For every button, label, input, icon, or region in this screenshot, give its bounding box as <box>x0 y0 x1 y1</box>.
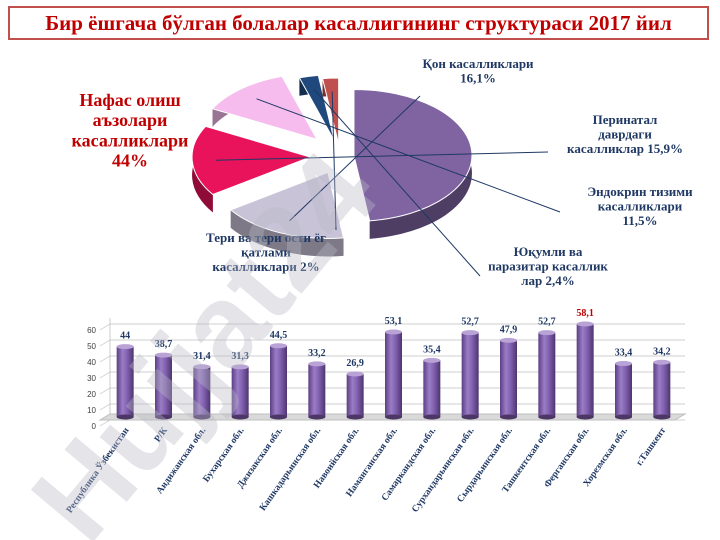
bar-gridline-diag <box>99 371 111 379</box>
bar <box>155 355 172 417</box>
bar-gridline-diag <box>99 403 111 411</box>
bar-top <box>500 337 517 343</box>
y-tick-label: 60 <box>87 326 96 335</box>
bar <box>500 340 517 417</box>
bar-gridline-diag <box>99 419 111 427</box>
bar-base <box>385 414 402 420</box>
bar-value-label: 47,9 <box>500 324 518 335</box>
pie-slice-label: Эндокрин тизими касалликлари 11,5% <box>587 184 693 228</box>
bar-top <box>231 364 249 370</box>
bar-chart: 0 10 20 30 40 50 60 44 Республика Ўзбекистан 38,… <box>63 308 687 515</box>
bar-value-label: 33,2 <box>308 348 326 359</box>
y-tick-label: 30 <box>87 374 96 383</box>
bar-base <box>461 414 479 420</box>
pie-leader-line <box>256 98 561 213</box>
bar-top <box>346 371 364 377</box>
bar <box>461 332 479 417</box>
bar-base <box>155 414 172 420</box>
bar-value-label: 31,3 <box>231 351 249 362</box>
bar-top <box>308 361 326 367</box>
bar-value-label: 52,7 <box>461 317 479 328</box>
bar-top <box>193 364 211 370</box>
pie-slice-label: Нафас олиш аъзолари касалликлари 44% <box>72 90 189 170</box>
bar <box>346 373 364 417</box>
bar-top <box>653 359 671 365</box>
bar <box>576 324 594 417</box>
y-tick-label: 50 <box>87 342 96 351</box>
bar-value-label: 58,1 <box>576 308 594 319</box>
bar <box>653 362 671 417</box>
bar-value-label: 34,2 <box>653 346 671 357</box>
pie-slice <box>191 125 312 196</box>
pie-slice-label: Перинатал даврдаги касалликлар 15,9% <box>567 112 683 156</box>
bar <box>308 363 326 417</box>
bar-base <box>576 414 594 420</box>
category-label: Республика Ўзбекистан <box>63 424 132 515</box>
bar-top <box>423 357 441 363</box>
bar <box>231 366 249 417</box>
bar-base <box>231 414 249 420</box>
bar-base <box>346 414 364 420</box>
bar-value-label: 33,4 <box>615 348 633 359</box>
bar-gridline-diag <box>99 355 111 363</box>
bar-base <box>270 414 287 420</box>
bar-top <box>538 330 556 336</box>
bar-top <box>461 330 479 336</box>
category-label: Сурхандарьинская обл. <box>410 425 477 514</box>
y-tick-label: 10 <box>87 406 96 415</box>
page-title: Бир ёшгача бўлган болалар касаллигининг … <box>45 10 672 35</box>
category-label: Р/К <box>153 426 170 444</box>
pie-leader-line <box>289 95 421 222</box>
pie-leader-line <box>331 91 337 231</box>
pie-slice <box>229 171 345 239</box>
bar <box>538 332 556 417</box>
bar-base <box>615 414 632 420</box>
bar-top <box>385 329 402 335</box>
bar-gridline-diag <box>99 339 111 347</box>
pie-slice-label: Юқумли ва паразитар касаллик лар 2,4% <box>488 244 608 288</box>
bar-value-label: 53,1 <box>385 316 403 327</box>
category-label: г.Ташкент <box>635 426 669 468</box>
bar-value-label: 44,5 <box>270 330 288 341</box>
bar <box>385 332 402 417</box>
bar-value-label: 44 <box>120 331 130 342</box>
bar-value-label: 52,7 <box>538 317 556 328</box>
bar-gridline-diag <box>99 387 111 395</box>
bar-top <box>155 352 172 358</box>
bar-base <box>538 414 556 420</box>
bar <box>423 360 441 417</box>
bar <box>116 346 134 417</box>
bar <box>193 366 211 417</box>
title-box: Бир ёшгача бўлган болалар касаллигининг … <box>8 6 709 40</box>
bar-base <box>308 414 326 420</box>
bar-base <box>500 414 517 420</box>
bar-base <box>423 414 441 420</box>
bar-gridline-diag <box>99 323 111 331</box>
pie-leader-line <box>313 88 481 277</box>
y-tick-label: 0 <box>92 422 97 431</box>
y-tick-label: 20 <box>87 390 96 399</box>
bar-base <box>116 414 134 420</box>
pie-leader-line <box>215 151 549 161</box>
bar <box>615 363 632 417</box>
pie-slice-label: Қон касалликлари 16,1% <box>422 56 534 86</box>
bar-top <box>615 361 632 367</box>
bar-top <box>270 343 287 349</box>
pie-chart: Нафас олиш аъзолари касалликлари 44% Қон кас… <box>72 56 694 288</box>
bar-value-label: 26,9 <box>346 358 364 369</box>
y-tick-label: 40 <box>87 358 96 367</box>
bar-top <box>576 321 594 327</box>
pie-slice <box>211 75 319 141</box>
bar-value-label: 35,4 <box>423 344 441 355</box>
bar-base <box>653 414 671 420</box>
bar-value-label: 38,7 <box>155 339 173 350</box>
bar <box>270 345 287 417</box>
pie-slice-label: Тери ва тери ости ёғ қатлами касалликлари … <box>206 230 326 274</box>
bar-value-label: 31,4 <box>193 351 211 362</box>
bar-top <box>116 344 134 350</box>
bar-base <box>193 414 211 420</box>
pie-slice-side <box>230 209 344 257</box>
category-label: Бухарская обл. <box>201 425 247 484</box>
